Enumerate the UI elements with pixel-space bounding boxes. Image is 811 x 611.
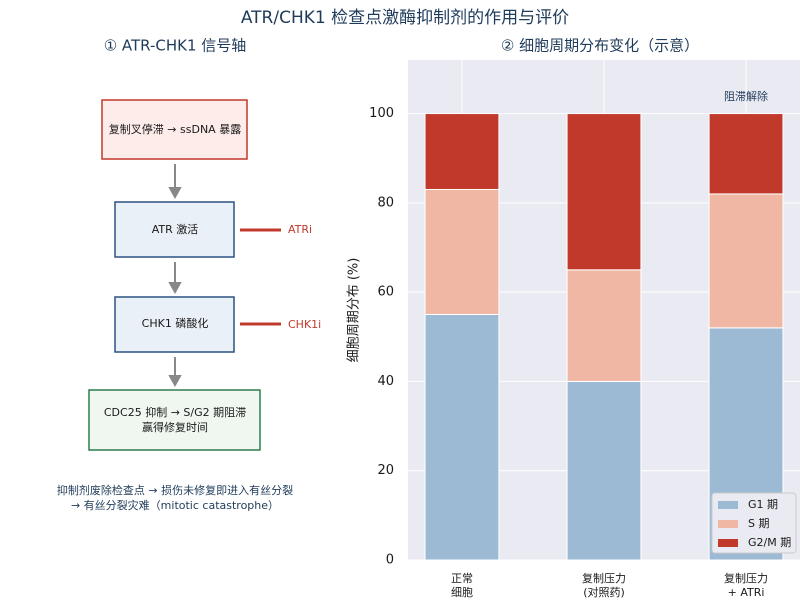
legend-label: G1 期 xyxy=(748,498,778,511)
bar-segment xyxy=(566,269,642,382)
x-tick-label: 正常 细胞 xyxy=(450,572,473,599)
x-tick-label: 复制压力 + ATRi xyxy=(724,572,769,599)
legend-label: S 期 xyxy=(748,517,769,530)
node-label: CHK1 磷酸化 xyxy=(142,316,209,330)
y-tick-label: 80 xyxy=(377,195,394,210)
legend-swatch xyxy=(718,539,738,547)
node-box xyxy=(88,389,261,451)
y-tick-label: 60 xyxy=(377,285,394,300)
note: → 有丝分裂灾难（mitotic catastrophe） xyxy=(71,498,279,512)
node-box xyxy=(101,99,248,160)
diagram-title: ① ATR-CHK1 信号轴 xyxy=(104,37,247,55)
bar-segment xyxy=(424,188,500,315)
node-label: 复制叉停滞 → ssDNA 暴露 xyxy=(109,122,241,136)
legend-swatch xyxy=(718,501,738,509)
y-axis-label: 细胞周期分布 (%) xyxy=(347,258,362,363)
node-box xyxy=(114,201,235,258)
bar-segment xyxy=(708,113,784,195)
bar-segment xyxy=(566,380,642,561)
inhibitor-label: ATRi xyxy=(288,223,312,236)
bar-segment xyxy=(566,113,642,271)
legend-swatch xyxy=(718,520,738,528)
arrow-head xyxy=(168,282,182,295)
y-tick-label: 40 xyxy=(377,374,394,389)
bar-segment xyxy=(424,313,500,561)
diagram xyxy=(88,99,281,451)
node-label: ATR 激活 xyxy=(152,222,199,236)
y-tick-label: 0 xyxy=(386,553,394,568)
chart-title: ② 细胞周期分布变化（示意） xyxy=(501,37,699,55)
x-tick-label: 复制压力 (对照药) xyxy=(582,572,626,599)
arrow-head xyxy=(168,187,182,200)
bar-segment xyxy=(424,113,500,190)
legend-label: G2/M 期 xyxy=(748,536,791,549)
figure-title: ATR/CHK1 检查点激酶抑制剂的作用与评价 xyxy=(241,8,569,28)
y-tick-label: 20 xyxy=(377,463,394,478)
y-tick-label: 100 xyxy=(369,106,394,121)
node-label: CDC25 抑制 → S/G2 期阻滞 xyxy=(104,405,246,419)
note: 抑制剂废除检查点 → 损伤未修复即进入有丝分裂 xyxy=(57,483,293,497)
bar-segment xyxy=(708,193,784,329)
node-box xyxy=(114,296,235,353)
node-label: 赢得修复时间 xyxy=(142,420,208,434)
inhibitor-label: CHK1i xyxy=(288,318,321,331)
annotation: 阻滞解除 xyxy=(724,89,768,103)
arrow-head xyxy=(168,375,182,388)
